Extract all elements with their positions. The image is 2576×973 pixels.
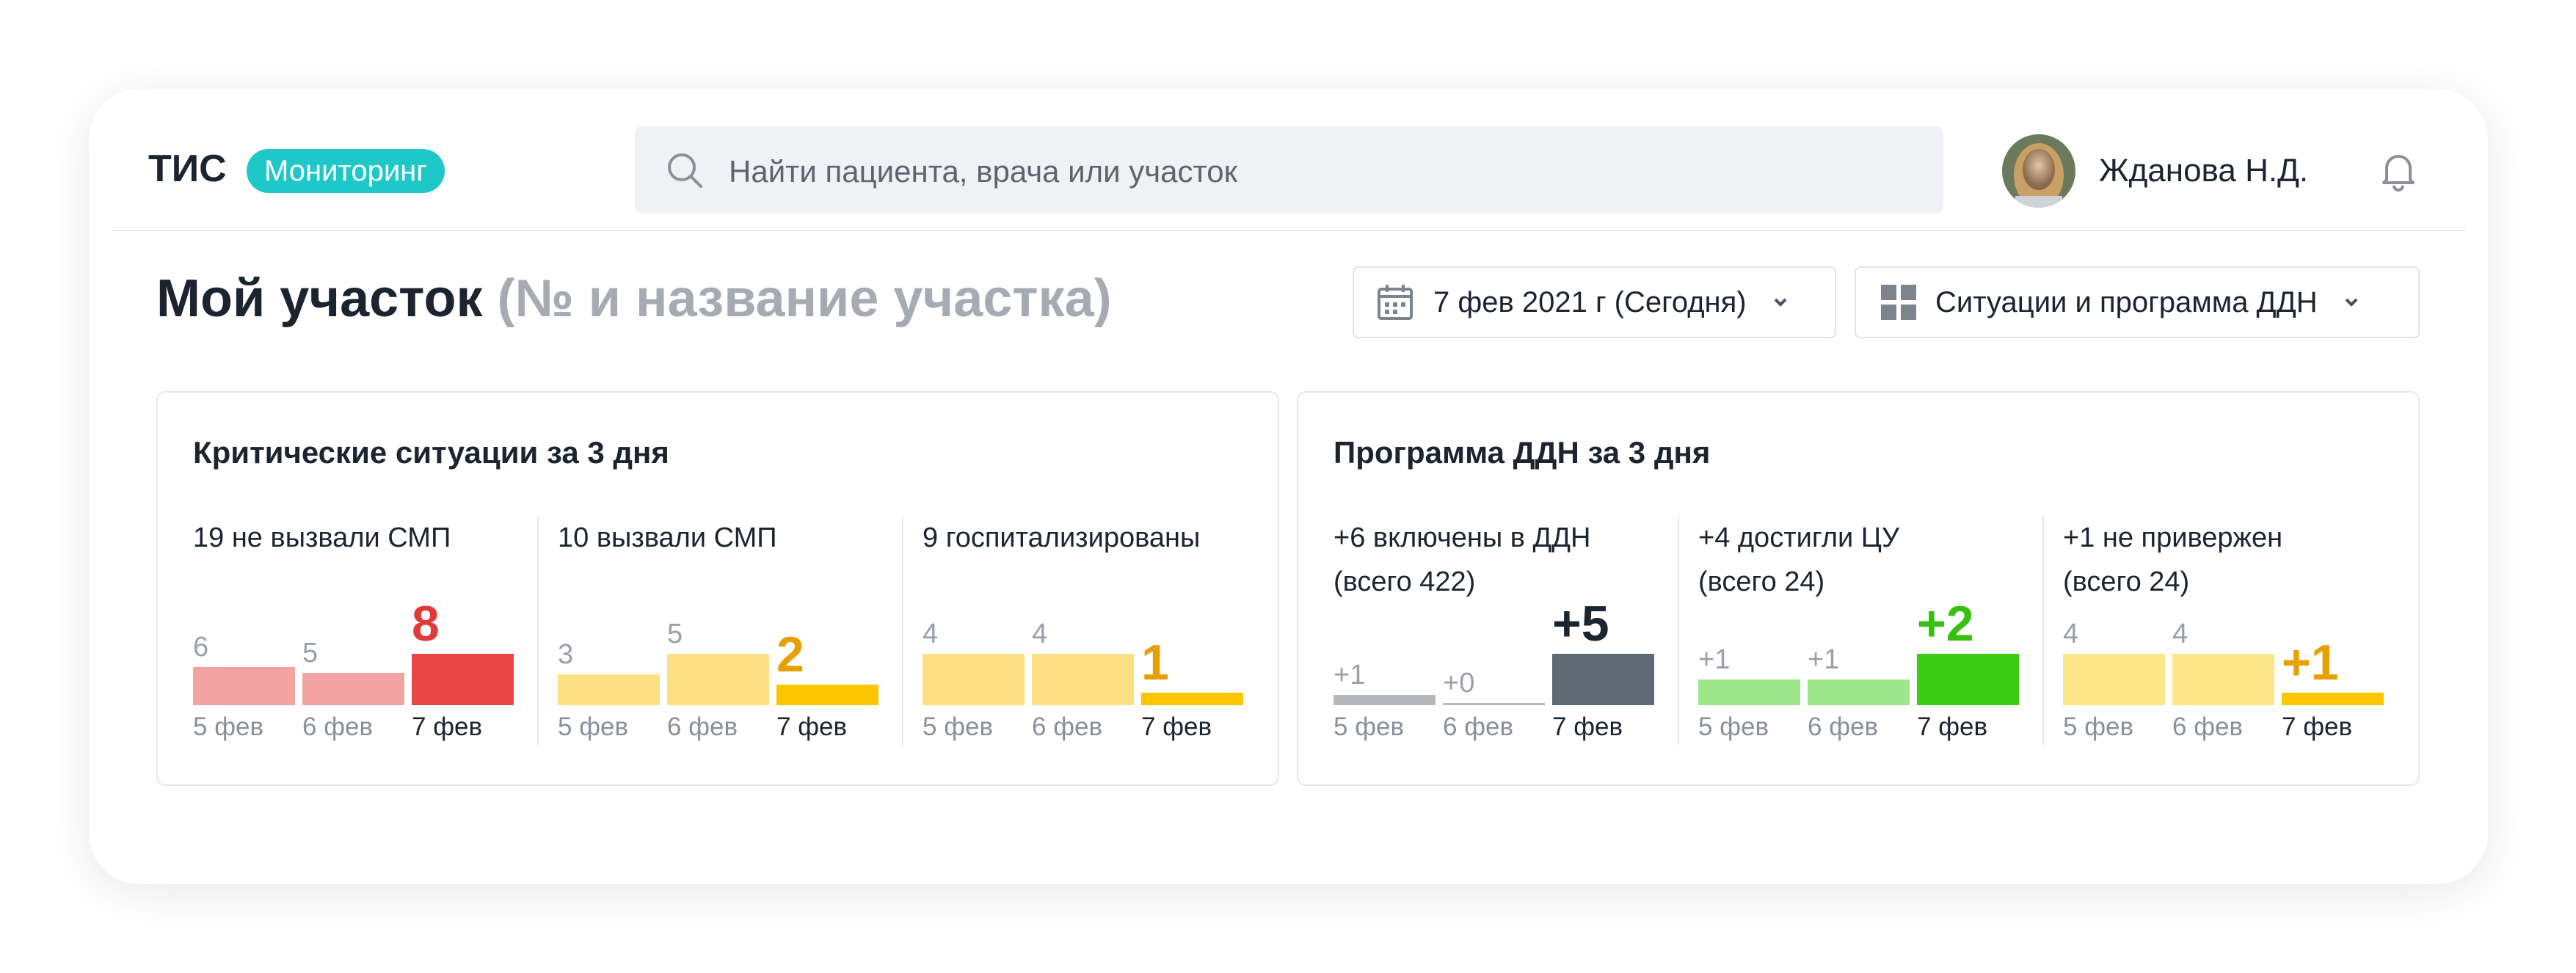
value-label: +1 [1334,660,1366,690]
panel: Критические ситуации за 3 дня 19 не вызва… [156,391,1279,786]
page-heading: Мой участок (№ и название участка) [156,269,1112,329]
date-label: 6 фев [302,713,374,741]
date-label: 7 фев [1552,713,1623,741]
bar [2282,692,2384,705]
value-label: 3 [558,639,574,670]
date-label: 6 фев [1808,713,1879,741]
metric-label: +4 достигли ЦУ (всего 24) [1698,522,1900,597]
value-label: +0 [1443,668,1475,699]
date-label: 5 фев [1698,713,1769,741]
bar [1443,703,1545,705]
panel-title: Программа ДДН за 3 дня [1334,435,1711,470]
value-label: +1 [1698,644,1731,675]
date-label: 7 фев [1917,713,1988,741]
date-label: 6 фев [2172,713,2244,741]
bar [1552,654,1654,705]
metric-label: +1 не привержен (всего 24) [2063,522,2283,597]
bar [412,654,514,705]
column-divider [902,516,903,745]
header-divider [112,230,2466,231]
metric-label: 9 госпитализированы [923,522,1201,553]
bar [2063,654,2165,705]
value-label: +1 [1808,644,1840,675]
column-divider [537,516,539,745]
avatar[interactable] [2001,133,2077,209]
value-label-current: +1 [2282,634,2339,690]
date-label: 6 фев [667,713,738,741]
bar [2172,654,2274,705]
date-label: 7 фев [412,713,483,741]
search-placeholder: Найти пациента, врача или участок [729,154,1237,189]
value-label: 5 [302,638,319,669]
search-icon [668,153,702,188]
bar [1334,695,1436,705]
bar [1141,692,1243,705]
view-dropdown[interactable]: Ситуации и программа ДДН [1855,266,2420,338]
chevron-icon [2345,298,2358,307]
metric-label: 10 вызвали СМП [558,522,777,553]
metric-label: +6 включены в ДДН (всего 422) [1334,522,1591,597]
column-divider [1678,516,1679,745]
value-label: 4 [2172,619,2188,649]
value-label-current: 2 [776,627,804,682]
panel: Программа ДДН за 3 дня +6 включены в ДДН … [1297,391,2420,786]
page-subtitle: (№ и название участка) [497,269,1112,328]
date-label: 7 фев [776,713,848,741]
date-label: 5 фев [558,713,629,741]
grid-icon [1881,285,1916,320]
bar [776,685,878,705]
product-badge: Мониторинг [247,149,445,193]
value-label-current: 1 [1141,634,1169,690]
date-label: 5 фев [1334,713,1405,741]
bar [302,673,404,705]
date-label: 5 фев [923,713,994,741]
date-filter-text: 7 фев 2021 г (Сегодня) [1433,285,1747,318]
column-divider [2042,516,2044,745]
metric-label: 19 не вызвали СМП [193,522,451,553]
bar [1917,654,2019,705]
date-dropdown[interactable]: 7 фев 2021 г (Сегодня) [1353,266,1836,338]
chevron-icon [1774,298,1787,307]
view-filter-text: Ситуации и программа ДДН [1935,285,2318,318]
date-label: 7 фев [2282,713,2353,741]
bar [193,666,295,705]
bar [667,654,769,705]
calendar-icon [1378,285,1413,320]
value-label: 6 [193,631,209,663]
value-label: 4 [923,619,939,649]
date-label: 6 фев [1443,713,1514,741]
value-label-current: 8 [412,596,440,652]
search-box[interactable]: Найти пациента, врача или участок [635,126,1943,214]
date-label: 6 фев [1032,713,1103,741]
bar [923,654,1025,705]
bar [558,674,660,705]
panel-title: Критические ситуации за 3 дня [193,435,669,470]
date-label: 5 фев [2063,713,2134,741]
value-label: 4 [1032,619,1048,649]
value-label: 4 [2063,619,2079,649]
date-label: 7 фев [1141,713,1212,741]
bar [1808,679,1910,705]
logo: ТИС [148,147,227,190]
bar [1032,654,1134,705]
date-label: 5 фев [193,713,264,741]
notifications-icon[interactable] [2376,149,2420,193]
user-name[interactable]: Жданова Н.Д. [2099,153,2309,189]
bar [1698,679,1800,705]
value-label-current: +5 [1552,596,1609,652]
value-label: 5 [667,619,683,649]
value-label-current: +2 [1917,596,1974,652]
page-title: Мой участок [156,269,483,328]
